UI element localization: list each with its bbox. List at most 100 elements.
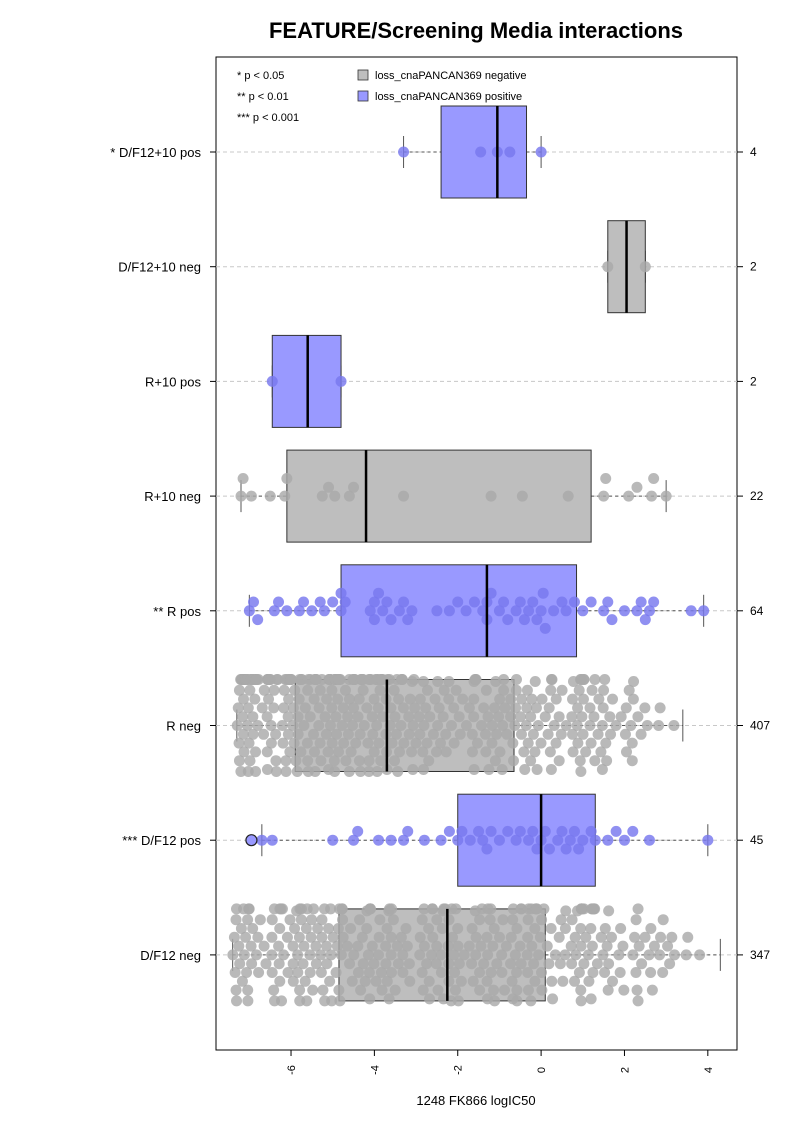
data-point: [539, 711, 551, 723]
data-point: [698, 605, 710, 617]
data-point: [532, 720, 544, 731]
data-point: [536, 984, 548, 996]
data-point: [313, 720, 325, 731]
data-point: [618, 984, 630, 996]
data-point: [568, 825, 580, 837]
data-point: [285, 674, 297, 685]
data-point: [554, 958, 566, 970]
data-point: [577, 834, 589, 846]
data-point: [320, 728, 332, 740]
data-point: [530, 702, 542, 714]
data-point: [234, 958, 246, 970]
data-point: [584, 702, 596, 714]
data-point: [485, 587, 497, 599]
data-point: [505, 711, 517, 723]
data-point: [614, 967, 626, 978]
data-point: [328, 755, 340, 767]
plot-frame: [215, 56, 738, 1051]
data-point: [242, 995, 254, 1007]
data-point: [535, 967, 547, 978]
data-point: [398, 834, 410, 846]
data-point: [287, 958, 299, 970]
data-point: [338, 737, 350, 749]
data-point: [250, 766, 262, 777]
data-point: [264, 490, 276, 502]
data-point: [434, 737, 446, 749]
data-point: [449, 984, 461, 996]
data-point: [237, 711, 249, 723]
data-point: [491, 958, 503, 970]
data-point: [575, 984, 587, 996]
data-point: [474, 984, 486, 996]
data-point: [538, 903, 550, 915]
data-point: [248, 596, 260, 608]
data-point: [548, 605, 560, 617]
data-point: [578, 674, 590, 685]
x-tick-label: 4: [703, 1067, 715, 1073]
data-point: [361, 702, 373, 714]
data-point: [529, 746, 541, 758]
data-point: [626, 755, 638, 767]
category-label: * D/F12+10 pos: [110, 145, 201, 160]
data-point: [452, 923, 464, 934]
data-point: [340, 755, 352, 767]
data-point: [388, 684, 400, 696]
count-label: 2: [750, 374, 757, 388]
data-point: [494, 746, 506, 758]
data-point: [623, 684, 635, 696]
data-point: [342, 711, 354, 723]
data-point: [627, 949, 639, 961]
data-point: [510, 684, 522, 696]
data-point: [427, 728, 439, 740]
category-label: *** D/F12 pos: [122, 833, 201, 848]
data-point: [392, 766, 404, 777]
data-point: [443, 914, 455, 926]
data-point: [654, 949, 666, 961]
data-point: [307, 984, 319, 996]
data-point: [481, 931, 493, 943]
data-point: [352, 967, 364, 978]
x-axis: -6 -4 -2 0 2 4: [286, 1050, 715, 1075]
data-point: [435, 834, 447, 846]
data-point: [580, 746, 592, 758]
data-point: [507, 903, 519, 915]
data-point: [306, 605, 318, 617]
category-label: ** R pos: [153, 604, 201, 619]
data-point: [580, 931, 592, 943]
data-point: [416, 967, 428, 978]
count-label: 4: [750, 145, 757, 159]
data-point: [298, 940, 310, 952]
data-point: [466, 958, 478, 970]
data-point: [276, 720, 288, 731]
data-point: [535, 146, 547, 158]
data-point: [348, 834, 360, 846]
data-point: [406, 605, 418, 617]
data-point: [575, 995, 587, 1007]
data-point: [646, 490, 658, 502]
data-point: [329, 766, 341, 777]
data-point: [258, 728, 270, 740]
data-point: [498, 674, 510, 685]
data-point: [603, 958, 615, 970]
data-point: [326, 684, 338, 696]
data-point: [346, 975, 358, 987]
data-point: [514, 825, 526, 837]
data-point: [464, 834, 476, 846]
data-point: [357, 684, 369, 696]
data-point: [607, 975, 619, 987]
data-point: [516, 490, 528, 502]
data-point: [610, 720, 622, 731]
data-point: [341, 940, 353, 952]
data-point: [466, 728, 478, 740]
data-point: [633, 940, 645, 952]
data-point: [414, 693, 426, 705]
data-point: [535, 605, 547, 617]
data-point: [250, 746, 262, 758]
data-point: [587, 967, 599, 978]
data-point: [393, 605, 405, 617]
data-point: [347, 720, 359, 731]
data-point: [460, 605, 472, 617]
data-point: [256, 702, 268, 714]
data-point: [443, 676, 455, 687]
data-point: [277, 737, 289, 749]
